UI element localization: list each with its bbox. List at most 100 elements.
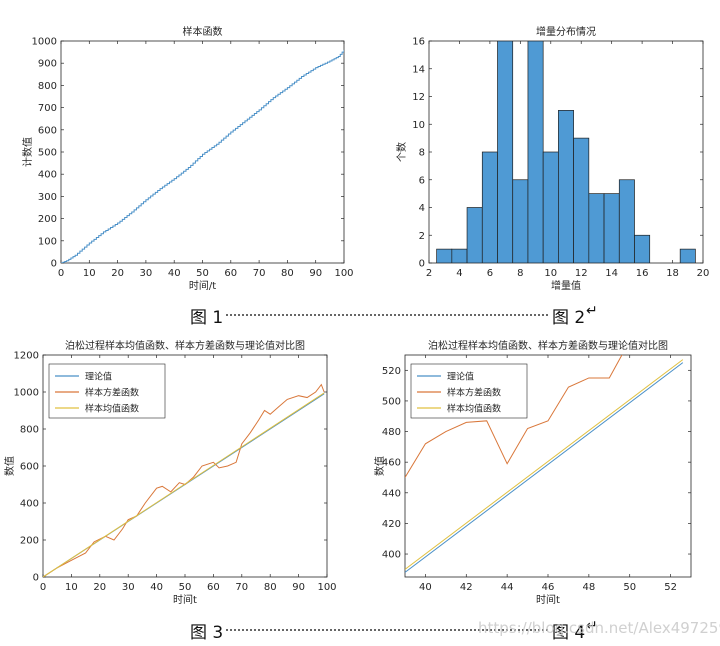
histogram-bar <box>618 179 635 263</box>
y-tick-label: 420 <box>382 519 401 530</box>
y-tick-label: 520 <box>382 366 401 377</box>
x-tick-label: 42 <box>460 582 473 593</box>
x-tick-label: 20 <box>93 582 106 593</box>
x-tick-label: 40 <box>168 268 181 279</box>
legend-label-1: 样本方差函数 <box>85 387 139 399</box>
x-tick-label: 50 <box>623 582 636 593</box>
y-tick-label: 200 <box>20 536 39 547</box>
histogram-bar <box>512 179 529 263</box>
plot-marks-increment-histogram <box>436 41 696 263</box>
y-tick-label: 100 <box>38 236 57 247</box>
histogram-bar <box>558 110 574 263</box>
y-tick-label: 400 <box>20 499 39 510</box>
histogram-bar <box>603 193 620 263</box>
y-axis-label: 计数值 <box>21 137 34 167</box>
y-tick-label: 8 <box>419 148 425 159</box>
chart-title: 增量分布情况 <box>536 25 596 38</box>
chart-increment-histogram <box>428 40 704 264</box>
x-tick-label: 50 <box>179 582 192 593</box>
histogram-bar <box>497 41 514 263</box>
x-tick-label: 40 <box>419 582 432 593</box>
x-tick-label: 100 <box>334 268 353 279</box>
x-tick-label: 18 <box>666 268 679 279</box>
legend-label-2: 样本均值函数 <box>85 403 139 415</box>
y-tick-label: 2 <box>419 231 425 242</box>
y-tick-label: 0 <box>33 573 39 584</box>
x-tick-label: 60 <box>207 582 220 593</box>
histogram-bar <box>436 248 453 263</box>
caption-figure-2: 图 2 <box>552 308 586 328</box>
legend-label-0: 理论值 <box>447 371 474 383</box>
x-tick-label: 48 <box>582 582 595 593</box>
x-tick-label: 40 <box>150 582 163 593</box>
chart-title: 泊松过程样本均值函数、样本方差函数与理论值对比图 <box>428 339 668 352</box>
y-tick-label: 600 <box>20 462 39 473</box>
histogram-bar <box>573 137 590 263</box>
caption-figure-1: 图 1 <box>190 308 224 328</box>
x-tick-label: 100 <box>317 582 336 593</box>
x-tick-label: 8 <box>517 268 523 279</box>
plot-marks-comparison-full <box>43 383 325 577</box>
x-tick-label: 60 <box>224 268 237 279</box>
histogram-bar <box>588 193 605 263</box>
x-tick-label: 70 <box>235 582 248 593</box>
y-tick-label: 10 <box>412 120 425 131</box>
chart-sample-function <box>60 40 345 264</box>
y-tick-label: 440 <box>382 488 401 499</box>
x-tick-label: 80 <box>264 582 277 593</box>
x-tick-label: 44 <box>501 582 514 593</box>
dotted-leader-1 <box>226 314 548 316</box>
y-tick-label: 0 <box>419 259 425 270</box>
y-tick-label: 500 <box>382 396 401 407</box>
y-tick-label: 14 <box>412 64 425 75</box>
plot-marks-sample-function <box>61 49 344 263</box>
legend-label-2: 样本均值函数 <box>447 403 501 415</box>
x-tick-label: 6 <box>487 268 493 279</box>
y-tick-label: 400 <box>38 170 57 181</box>
x-tick-label: 0 <box>58 268 64 279</box>
x-axis-label: 增量值 <box>551 279 581 292</box>
histogram-bar <box>481 151 498 263</box>
x-tick-label: 20 <box>111 268 124 279</box>
x-tick-label: 80 <box>281 268 294 279</box>
histogram-bar <box>679 248 696 263</box>
y-tick-label: 700 <box>38 103 57 114</box>
x-tick-label: 52 <box>664 582 677 593</box>
x-tick-label: 90 <box>309 268 322 279</box>
histogram-bar <box>466 207 483 263</box>
x-tick-label: 14 <box>605 268 618 279</box>
y-tick-label: 460 <box>382 458 401 469</box>
watermark-text: https://blog.csdn.net/Alex497259 <box>478 619 720 637</box>
x-tick-label: 46 <box>542 582 555 593</box>
x-tick-label: 10 <box>65 582 78 593</box>
legend-box <box>410 363 528 419</box>
y-tick-label: 1000 <box>32 37 57 48</box>
x-tick-label: 10 <box>544 268 557 279</box>
y-tick-label: 900 <box>38 59 57 70</box>
caption-figure-3: 图 3 <box>190 623 224 643</box>
y-tick-label: 300 <box>38 192 57 203</box>
y-tick-label: 800 <box>20 425 39 436</box>
x-tick-label: 90 <box>292 582 305 593</box>
plot-marks-comparison-zoom <box>405 355 684 573</box>
histogram-bar <box>451 248 468 263</box>
y-tick-label: 600 <box>38 125 57 136</box>
x-axis-label: 时间/t <box>189 279 216 292</box>
return-mark-1: ↵ <box>586 303 598 319</box>
y-tick-label: 6 <box>419 175 425 186</box>
series-line-0 <box>405 362 684 573</box>
y-tick-label: 4 <box>419 203 425 214</box>
chart-comparison-full <box>42 354 328 578</box>
x-axis-label: 时间t <box>173 593 197 606</box>
series-line-1 <box>43 383 325 577</box>
y-tick-label: 1200 <box>14 351 39 362</box>
histogram-bar <box>542 151 559 263</box>
legend-box <box>48 363 166 419</box>
chart-title: 样本函数 <box>183 25 223 38</box>
y-tick-label: 12 <box>412 92 425 103</box>
y-tick-label: 800 <box>38 81 57 92</box>
y-tick-label: 500 <box>38 148 57 159</box>
legend-label-0: 理论值 <box>85 371 112 383</box>
